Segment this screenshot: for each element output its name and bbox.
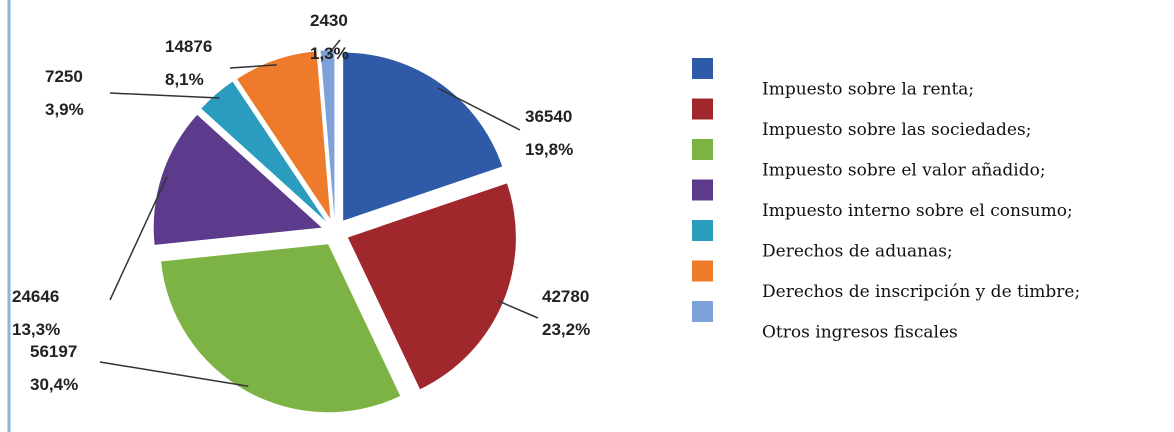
legend-label: Impuesto sobre el valor añadido; — [762, 161, 1046, 181]
legend-label: Impuesto interno sobre el consumo; — [762, 201, 1073, 221]
data-label: 7250 — [45, 67, 83, 86]
data-label-percent: 3,9% — [45, 100, 84, 119]
data-label-percent: 23,2% — [542, 320, 590, 339]
data-label-percent: 13,3% — [12, 320, 60, 339]
leader-line — [497, 300, 539, 319]
leader-line — [229, 64, 277, 69]
data-label: 2430 — [310, 11, 348, 30]
leader-line — [109, 92, 220, 99]
data-label: 36540 — [525, 107, 572, 126]
pie-slice — [237, 51, 331, 219]
legend-label: Derechos de inscripción y de timbre; — [762, 282, 1080, 302]
legend-swatch — [692, 58, 713, 79]
data-label: 14876 — [165, 37, 212, 56]
legend-label: Derechos de aduanas; — [762, 242, 953, 262]
leader-line — [437, 87, 521, 131]
legend-label: Otros ingresos fiscales — [762, 323, 958, 343]
legend-label: Impuesto sobre las sociedades; — [762, 120, 1031, 140]
legend-swatch — [692, 179, 713, 201]
pie-slice — [347, 183, 516, 390]
leader-line — [99, 361, 249, 387]
data-label-percent: 1,3% — [310, 44, 349, 63]
data-label-percent: 30,4% — [30, 375, 78, 394]
pie-slice — [343, 52, 503, 221]
legend-swatch — [692, 98, 713, 120]
legend-swatch — [692, 220, 713, 241]
data-label: 56197 — [30, 342, 77, 361]
legend-swatch — [692, 139, 713, 160]
pie-slice — [153, 114, 322, 245]
legend-label: Impuesto sobre la renta; — [762, 80, 974, 100]
pie-slice — [161, 244, 401, 413]
data-label: 42780 — [542, 287, 589, 306]
data-label-percent: 19,8% — [525, 140, 573, 159]
data-label: 24646 — [12, 287, 59, 306]
data-label-percent: 8,1% — [165, 70, 204, 89]
pie-slice — [320, 50, 335, 219]
leader-line — [109, 176, 168, 301]
legend-swatch — [692, 260, 713, 282]
legend-swatch — [692, 301, 713, 322]
leader-line — [327, 39, 341, 56]
pie-slice — [201, 81, 326, 222]
